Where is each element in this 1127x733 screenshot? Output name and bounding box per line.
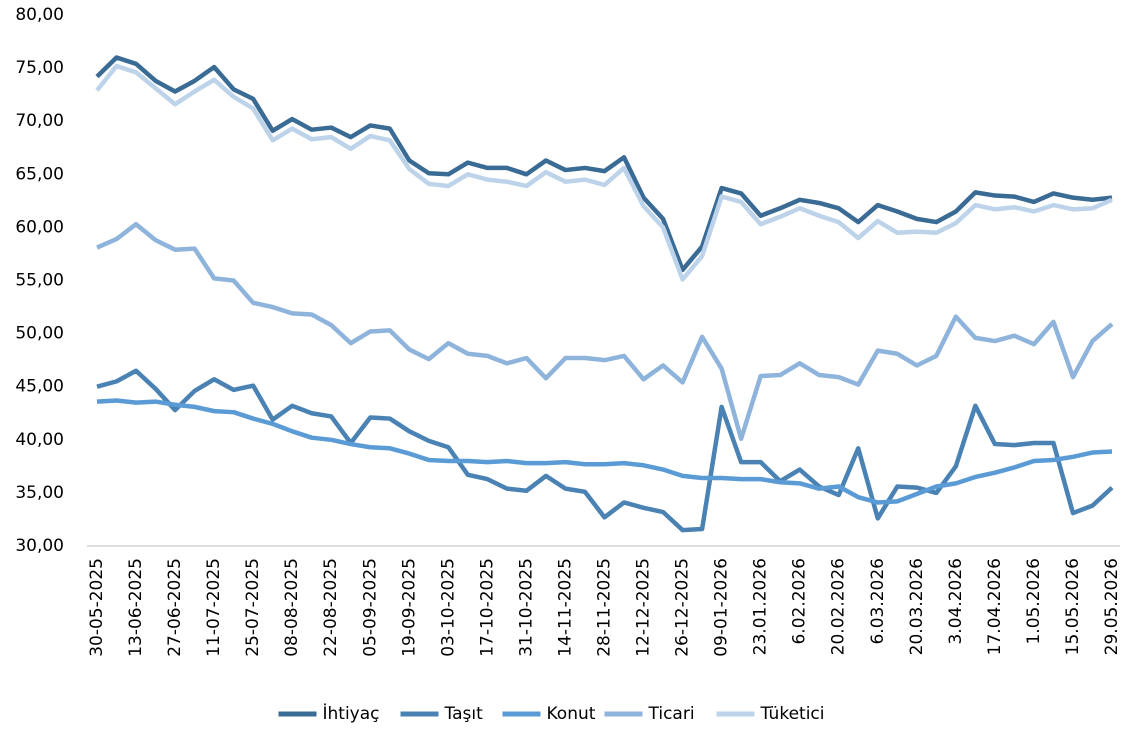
x-tick-label: 26-12-2025: [673, 558, 693, 657]
legend-label: Ticari: [648, 704, 695, 724]
x-tick-label: 12-12-2025: [634, 558, 654, 657]
x-tick-label: 13-06-2025: [126, 558, 146, 657]
y-tick-label: 65,00: [15, 164, 64, 184]
x-tick-label: 22-08-2025: [321, 558, 341, 657]
x-tick-label: 23.01.2026: [751, 558, 771, 655]
x-tick-label: 19-09-2025: [399, 558, 419, 657]
x-tick-label: 08-08-2025: [282, 558, 302, 657]
x-tick-label: 6.02.2026: [790, 558, 810, 645]
series-line: [95, 63, 1113, 282]
y-tick-label: 45,00: [15, 377, 64, 397]
y-tick-label: 60,00: [15, 217, 64, 237]
x-tick-label: 25-07-2025: [243, 558, 263, 657]
x-tick-label: 15.05.2026: [1063, 558, 1083, 655]
x-tick-label: 03-10-2025: [438, 558, 458, 657]
series-line: [96, 221, 1114, 441]
y-tick-label: 55,00: [15, 271, 64, 291]
series-line: [96, 368, 1114, 533]
x-tick-label: 29.05.2026: [1102, 558, 1122, 655]
x-tick-label: 11-07-2025: [204, 558, 224, 657]
y-tick-label: 40,00: [15, 430, 64, 450]
x-tick-label: 30-05-2025: [87, 558, 107, 657]
x-tick-label: 20.02.2026: [829, 558, 849, 655]
x-tick-label: 3.04.2026: [946, 558, 966, 645]
x-tick-label: 05-09-2025: [360, 558, 380, 657]
x-tick-label: 09-01-2026: [712, 558, 732, 657]
y-tick-label: 35,00: [15, 483, 64, 503]
legend-label: İhtiyaç: [323, 703, 380, 724]
x-tick-label: 6.03.2026: [868, 558, 888, 645]
x-tick-label: 27-06-2025: [165, 558, 185, 657]
series-line: [95, 55, 1113, 273]
y-tick-label: 75,00: [15, 58, 64, 78]
y-tick-label: 30,00: [15, 536, 64, 556]
y-tick-label: 70,00: [15, 111, 64, 131]
y-tick-label: 80,00: [15, 5, 64, 25]
x-tick-label: 28-11-2025: [595, 558, 615, 657]
x-tick-label: 14-11-2025: [555, 558, 575, 657]
series-line: [96, 398, 1113, 505]
y-tick-label: 50,00: [15, 324, 64, 344]
legend-label: Konut: [547, 704, 596, 724]
legend-label: Tüketici: [760, 704, 825, 724]
legend-label: Taşıt: [444, 704, 484, 724]
x-tick-label: 31-10-2025: [516, 558, 536, 657]
x-tick-label: 17.04.2026: [985, 558, 1005, 655]
x-tick-label: 1.05.2026: [1024, 558, 1044, 645]
x-tick-label: 20.03.2026: [907, 558, 927, 655]
x-tick-label: 17-10-2025: [477, 558, 497, 657]
